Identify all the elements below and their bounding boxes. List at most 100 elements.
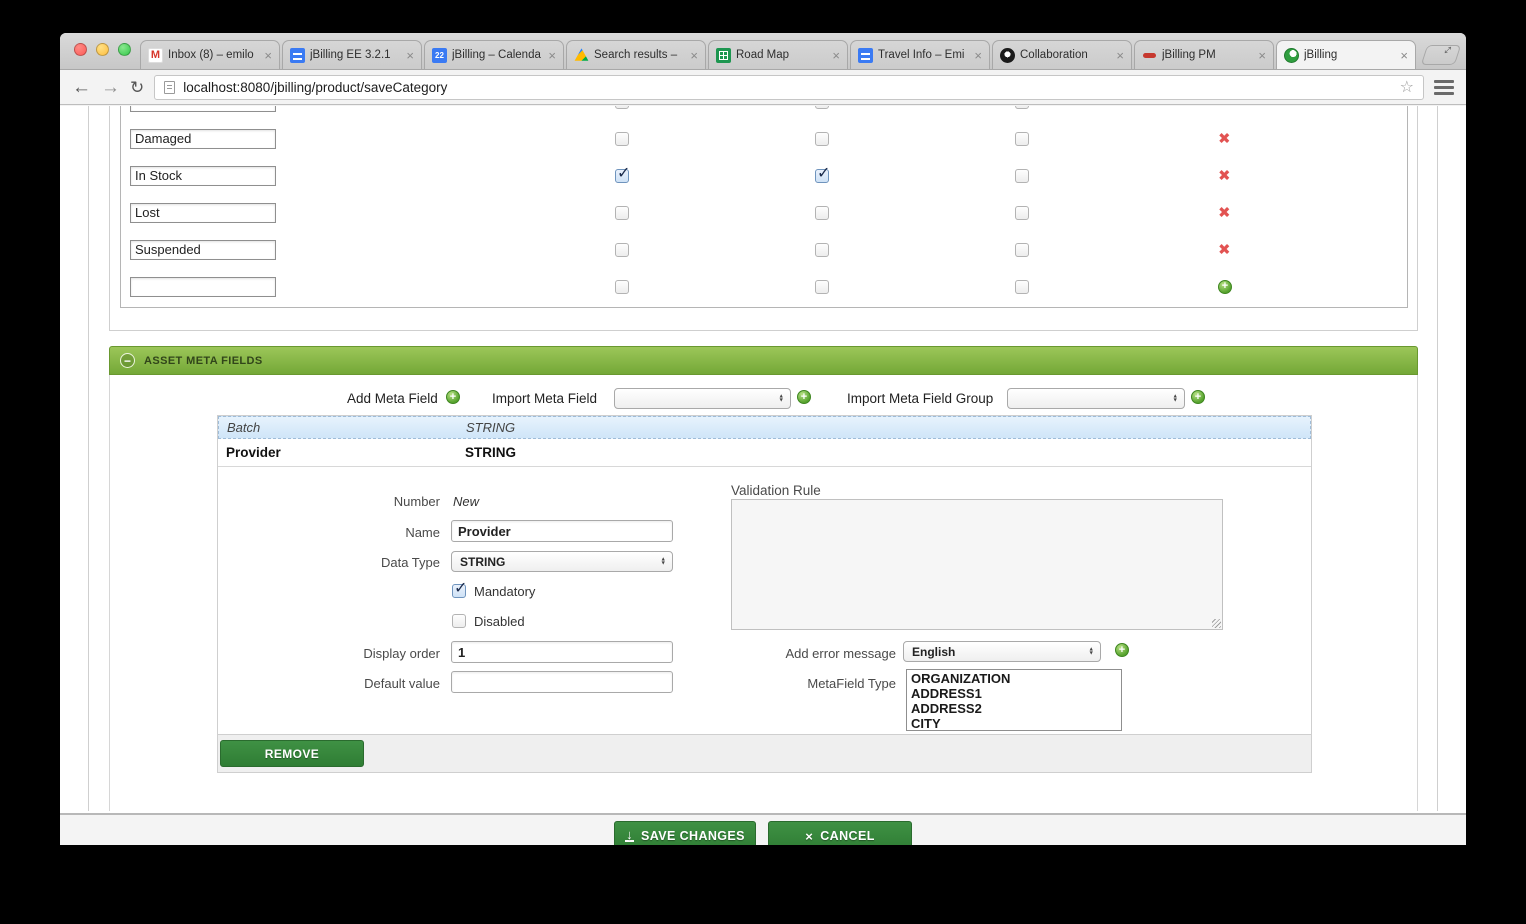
delete-row-icon[interactable]: ✖ — [1218, 241, 1231, 258]
status-checkbox[interactable] — [815, 242, 829, 257]
tab-close-icon[interactable]: × — [832, 47, 840, 63]
page-icon — [164, 80, 176, 94]
tab-jbilling-pm[interactable]: jBilling PM × — [1134, 40, 1274, 69]
tab-calendar[interactable]: 22 jBilling – Calenda × — [424, 40, 564, 69]
delete-row-icon[interactable]: ✖ — [1218, 106, 1231, 109]
status-checkbox[interactable] — [815, 163, 830, 183]
status-checkbox[interactable] — [615, 279, 629, 294]
status-checkbox[interactable] — [615, 106, 629, 109]
tab-jbilling-ee[interactable]: jBilling EE 3.2.1 × — [282, 40, 422, 69]
reload-button[interactable]: ↻ — [130, 77, 145, 97]
tab-close-icon[interactable]: × — [548, 47, 556, 63]
tab-label: Inbox (8) – emilo — [168, 49, 254, 61]
address-bar[interactable]: localhost:8080/jbilling/product/saveCate… — [154, 74, 1424, 100]
status-name-input[interactable] — [130, 165, 276, 186]
import-meta-field-add-icon[interactable]: + — [797, 390, 811, 404]
table-row: ✖ — [121, 106, 1407, 120]
save-changes-button[interactable]: ↓ SAVE CHANGES — [614, 821, 756, 845]
bookmark-star-icon[interactable]: ☆ — [1399, 79, 1414, 96]
forward-button[interactable]: → — [101, 76, 120, 98]
select-arrows-icon: ▲ ▼ — [1088, 646, 1094, 657]
delete-row-icon[interactable]: ✖ — [1218, 204, 1231, 221]
status-checkbox[interactable] — [1015, 131, 1029, 146]
tab-close-icon[interactable]: × — [1116, 47, 1124, 63]
back-button[interactable]: ← — [72, 76, 91, 98]
metafield-type-listbox[interactable]: ORGANIZATION ADDRESS1 ADDRESS2 CITY — [906, 669, 1122, 731]
status-checkbox[interactable] — [815, 279, 829, 294]
error-language-select[interactable]: English ▲ ▼ — [903, 641, 1101, 662]
data-type-select[interactable]: STRING ▲ ▼ — [451, 551, 673, 572]
status-checkbox[interactable] — [615, 131, 629, 146]
validation-rule-textarea[interactable] — [731, 499, 1223, 630]
listbox-option[interactable]: ORGANIZATION — [911, 671, 1011, 686]
calendar-icon: 22 — [432, 47, 447, 63]
import-meta-field-select[interactable]: ▲ ▼ — [614, 388, 791, 409]
default-value-field[interactable] — [451, 671, 673, 693]
asset-meta-fields-header[interactable]: − ASSET META FIELDS — [109, 346, 1418, 375]
meta-field-editor: Number New Name Data Type STRING ▲▼ Mand… — [218, 467, 1311, 734]
delete-row-icon[interactable]: ✖ — [1218, 130, 1231, 147]
status-checkbox[interactable] — [1015, 168, 1029, 183]
status-checkbox[interactable] — [815, 131, 829, 146]
tab-close-icon[interactable]: × — [406, 47, 414, 63]
tab-close-icon[interactable]: × — [690, 47, 698, 63]
tab-collaboration[interactable]: Collaboration × — [992, 40, 1132, 69]
disabled-checkbox[interactable] — [452, 614, 466, 628]
meta-field-row-batch[interactable]: Batch STRING — [218, 416, 1311, 439]
cancel-button[interactable]: × CANCEL — [768, 821, 912, 845]
status-checkbox[interactable] — [615, 205, 629, 220]
tab-close-icon[interactable]: × — [264, 47, 272, 63]
tab-search-results[interactable]: Search results – × — [566, 40, 706, 69]
tab-close-icon[interactable]: × — [974, 47, 982, 63]
meta-field-type: STRING — [465, 445, 517, 460]
tab-close-icon[interactable]: × — [1400, 47, 1408, 63]
save-button-label: SAVE CHANGES — [641, 829, 745, 843]
minimize-window-button[interactable] — [96, 43, 109, 56]
status-name-input[interactable] — [130, 239, 276, 260]
mandatory-label: Mandatory — [474, 584, 536, 599]
display-order-label: Display order — [363, 646, 440, 661]
status-checkbox[interactable] — [1015, 205, 1029, 220]
tab-road-map[interactable]: Road Map × — [708, 40, 848, 69]
listbox-option[interactable]: CITY — [911, 716, 941, 731]
asset-status-table: ✖ ✖ ✖ — [120, 106, 1408, 308]
add-error-message-label: Add error message — [785, 646, 896, 661]
close-window-button[interactable] — [74, 43, 87, 56]
add-row-icon[interactable]: + — [1218, 279, 1232, 294]
listbox-option[interactable]: ADDRESS1 — [911, 686, 982, 701]
add-meta-field-icon[interactable]: + — [446, 390, 460, 404]
status-checkbox[interactable] — [815, 205, 829, 220]
status-name-input[interactable] — [130, 202, 276, 223]
meta-field-row-provider[interactable]: Provider STRING — [218, 439, 1311, 467]
select-value: STRING — [460, 554, 506, 569]
status-checkbox[interactable] — [615, 242, 629, 257]
add-error-message-icon[interactable]: + — [1115, 643, 1129, 657]
collapse-icon[interactable]: − — [120, 353, 135, 368]
menu-icon[interactable] — [1434, 79, 1454, 95]
display-order-field[interactable] — [451, 641, 673, 663]
tab-jbilling-active[interactable]: jBilling × — [1276, 40, 1416, 69]
mandatory-checkbox[interactable] — [452, 578, 467, 598]
zoom-window-button[interactable] — [118, 43, 131, 56]
status-checkbox[interactable] — [815, 106, 829, 109]
table-row: ✖ — [121, 120, 1407, 157]
status-name-input[interactable] — [130, 276, 276, 297]
tab-inbox[interactable]: Inbox (8) – emilo × — [140, 40, 280, 69]
status-name-input[interactable] — [130, 128, 276, 149]
import-meta-field-group-select[interactable]: ▲ ▼ — [1007, 388, 1185, 409]
status-checkbox[interactable] — [1015, 279, 1029, 294]
tab-close-icon[interactable]: × — [1258, 47, 1266, 63]
import-meta-field-group-add-icon[interactable]: + — [1191, 390, 1205, 404]
listbox-option[interactable]: ADDRESS2 — [911, 701, 982, 716]
url-text[interactable]: localhost:8080/jbilling/product/saveCate… — [183, 79, 448, 95]
status-checkbox[interactable] — [1015, 106, 1029, 109]
delete-row-icon[interactable]: ✖ — [1218, 167, 1231, 184]
status-checkbox[interactable] — [1015, 242, 1029, 257]
select-arrows-icon: ▲ ▼ — [660, 556, 666, 567]
docs-icon — [858, 47, 873, 63]
tab-travel-info[interactable]: Travel Info – Emi × — [850, 40, 990, 69]
name-field[interactable] — [451, 520, 673, 542]
status-name-input[interactable] — [130, 106, 276, 112]
status-checkbox[interactable] — [615, 163, 630, 183]
remove-button[interactable]: REMOVE — [220, 740, 364, 767]
